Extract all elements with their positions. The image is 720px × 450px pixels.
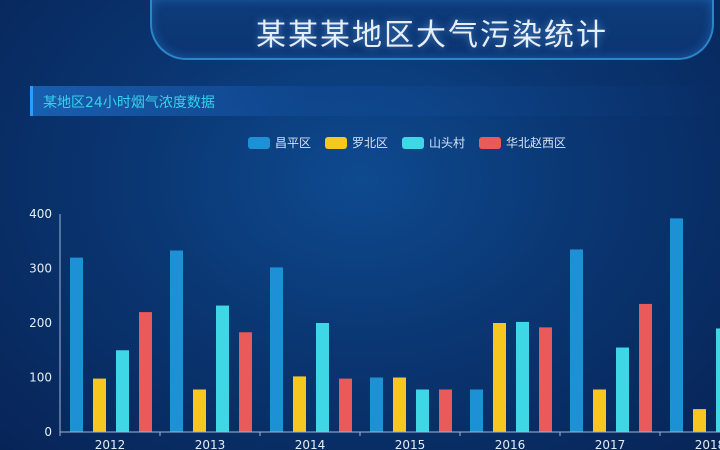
x-tick-label: 2018	[695, 438, 720, 450]
bar-2017-s0[interactable]	[570, 249, 583, 432]
bar-2017-s1[interactable]	[593, 389, 606, 432]
y-tick-label: 100	[29, 371, 52, 385]
bar-2018-s0[interactable]	[670, 218, 683, 432]
panel-title: 某地区24小时烟气浓度数据	[43, 95, 215, 111]
bar-2016-s2[interactable]	[516, 321, 529, 432]
bar-2016-s1[interactable]	[493, 323, 506, 432]
bar-2014-s1[interactable]	[293, 376, 306, 432]
bar-2018-s2[interactable]	[716, 328, 720, 432]
y-tick-label: 300	[29, 262, 52, 276]
bar-2013-s2[interactable]	[216, 305, 229, 432]
chart-legend: 昌平区 罗北区 山头村 华北赵西区	[248, 134, 566, 151]
x-tick-label: 2013	[195, 438, 226, 450]
bar-2012-s3[interactable]	[139, 312, 152, 432]
y-tick-label: 400	[29, 207, 52, 221]
x-tick-label: 2015	[395, 438, 426, 450]
panel-header: 某地区24小时烟气浓度数据	[30, 86, 720, 116]
bar-2017-s3[interactable]	[639, 303, 652, 432]
y-tick-label: 200	[29, 316, 52, 330]
bar-2015-s3[interactable]	[439, 389, 452, 432]
bar-2015-s1[interactable]	[393, 377, 406, 433]
legend-label: 华北赵西区	[506, 136, 567, 150]
header-frame: 某某某地区大气污染统计	[150, 0, 714, 60]
x-tick-label: 2016	[495, 438, 526, 450]
bar-2013-s1[interactable]	[193, 389, 206, 432]
x-tick-label: 2014	[295, 438, 326, 450]
legend-label: 山头村	[429, 136, 466, 150]
y-tick-label: 0	[44, 425, 52, 439]
page-title: 某某某地区大气污染统计	[256, 18, 608, 53]
bar-2016-s3[interactable]	[539, 327, 552, 432]
bar-2014-s2[interactable]	[316, 323, 329, 432]
bar-2012-s1[interactable]	[93, 378, 106, 432]
legend-swatch	[402, 136, 425, 149]
legend-swatch	[248, 136, 270, 149]
bar-2013-s0[interactable]	[170, 250, 183, 432]
legend-item-changping[interactable]: 昌平区	[248, 134, 311, 151]
bar-2014-s0[interactable]	[270, 267, 283, 432]
bar-2015-s0[interactable]	[370, 377, 383, 433]
legend-label: 昌平区	[275, 136, 312, 150]
bar-2015-s2[interactable]	[416, 389, 429, 432]
legend-label: 罗北区	[352, 136, 389, 150]
legend-item-shantou[interactable]: 山头村	[402, 134, 465, 151]
bar-2017-s2[interactable]	[616, 347, 629, 432]
bar-2013-s3[interactable]	[239, 332, 252, 432]
legend-swatch	[479, 136, 502, 149]
legend-swatch	[325, 136, 348, 149]
bar-2012-s0[interactable]	[70, 257, 83, 432]
bar-2012-s2[interactable]	[116, 350, 129, 432]
legend-item-luobei[interactable]: 罗北区	[325, 134, 388, 151]
bar-2018-s1[interactable]	[693, 409, 706, 432]
x-tick-label: 2012	[95, 438, 126, 450]
bar-2014-s3[interactable]	[339, 378, 352, 432]
bar-2016-s0[interactable]	[470, 389, 483, 432]
x-tick-label: 2017	[595, 438, 626, 450]
legend-item-huabei[interactable]: 华北赵西区	[479, 134, 566, 151]
